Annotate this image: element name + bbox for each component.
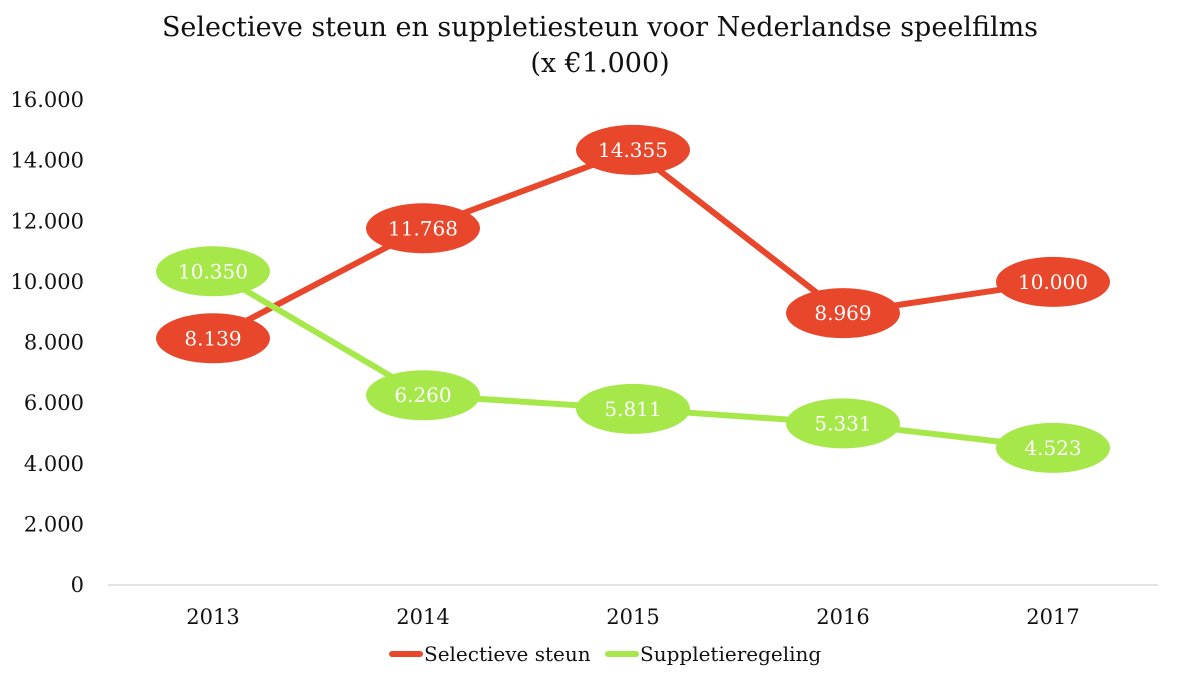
data-label: 4.523 <box>1024 436 1081 460</box>
legend-label-suppletieregeling: Suppletieregeling <box>640 642 821 666</box>
y-tick-label: 10.000 <box>11 270 84 294</box>
y-axis: 0 2.000 4.000 6.000 8.000 10.000 12.000 14.000 1… <box>11 88 84 597</box>
data-label: 8.139 <box>184 326 241 350</box>
y-tick-label: 0 <box>71 573 84 597</box>
data-point-marker <box>156 313 270 364</box>
data-label: 10.000 <box>1018 270 1088 294</box>
data-label: 8.969 <box>814 301 871 325</box>
data-label: 6.260 <box>394 383 451 407</box>
data-point-marker <box>576 124 690 175</box>
y-tick-label: 12.000 <box>11 209 84 233</box>
legend-label-selectieve-steun: Selectieve steun <box>424 642 591 666</box>
y-tick-label: 2.000 <box>24 512 84 536</box>
data-point-marker <box>996 256 1110 307</box>
data-point-marker <box>366 203 480 254</box>
x-tick-label: 2017 <box>1026 605 1079 629</box>
x-tick-label: 2014 <box>396 605 449 629</box>
data-point-marker <box>366 370 480 421</box>
y-tick-label: 14.000 <box>11 149 84 173</box>
y-tick-label: 4.000 <box>24 452 84 476</box>
data-point-marker <box>786 288 900 339</box>
x-tick-label: 2016 <box>816 605 869 629</box>
chart-title: Selectieve steun en suppletiesteun voor … <box>162 12 1038 43</box>
chart-subtitle: (x €1.000) <box>530 48 669 79</box>
legend-item-selectieve-steun: Selectieve steun <box>389 642 591 666</box>
x-axis: 2013 2014 2015 2016 2017 <box>186 605 1079 629</box>
series-line-selectieve-steun <box>210 146 1056 342</box>
data-label: 10.350 <box>178 259 248 283</box>
data-label: 5.811 <box>604 397 661 421</box>
data-point-marker <box>996 422 1110 473</box>
series-data-labels: 8.139 11.768 14.355 8.969 10.000 10.350 6.260 5… <box>156 124 1110 473</box>
data-point-marker <box>156 246 270 297</box>
legend-item-suppletieregeling: Suppletieregeling <box>605 642 821 666</box>
x-tick-label: 2015 <box>606 605 659 629</box>
data-label: 14.355 <box>598 138 668 162</box>
y-tick-label: 6.000 <box>24 391 84 415</box>
y-tick-label: 8.000 <box>24 331 84 355</box>
data-label: 11.768 <box>388 216 458 240</box>
x-tick-label: 2013 <box>186 605 239 629</box>
data-point-marker <box>576 383 690 434</box>
data-point-marker <box>786 398 900 449</box>
y-tick-label: 16.000 <box>11 88 84 112</box>
data-label: 5.331 <box>814 411 871 435</box>
legend: Selectieve steun Suppletieregeling <box>389 642 821 666</box>
